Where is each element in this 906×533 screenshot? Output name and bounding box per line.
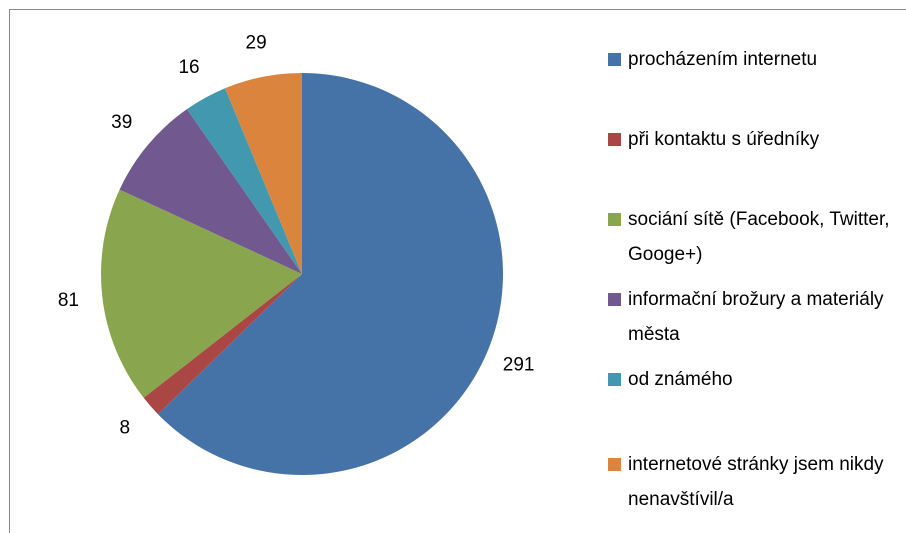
legend-label: od známého [628,369,733,390]
pie-slice [143,274,302,415]
legend-item: od známého [608,362,898,397]
legend-swatch [608,133,621,146]
legend-label: při kontaktu s úředníky [628,129,820,150]
data-label: 8 [120,418,131,439]
data-label: 291 [503,354,535,375]
legend-label: procházením internetu [628,49,818,70]
legend-label: internetové stránky jsem nikdy nenavštív… [628,454,884,510]
legend-item: sociání sítě (Facebook, Twitter, Googe+) [608,202,898,272]
legend-label: informační brožury a materiály města [628,289,884,345]
data-label: 16 [178,57,199,78]
data-label: 29 [246,32,267,53]
data-label: 39 [111,112,132,133]
legend-item: internetové stránky jsem nikdy nenavštív… [608,447,898,517]
frame [9,9,906,533]
pie-slice [100,189,302,398]
legend-item: při kontaktu s úředníky [608,122,898,157]
legend-swatch [608,373,621,386]
legend-item: procházením internetu [608,42,898,77]
pie-slice [157,73,503,475]
legend-item: informační brožury a materiály města [608,282,898,352]
legend-label: sociání sítě (Facebook, Twitter, Googe+) [628,209,890,265]
legend-swatch [608,213,621,226]
legend-swatch [608,293,621,306]
pie-slice [186,88,302,274]
legend-swatch [608,458,621,471]
pie-slice [225,73,302,274]
data-label: 81 [58,290,79,311]
pie-slice [119,109,303,275]
legend-swatch [608,53,621,66]
